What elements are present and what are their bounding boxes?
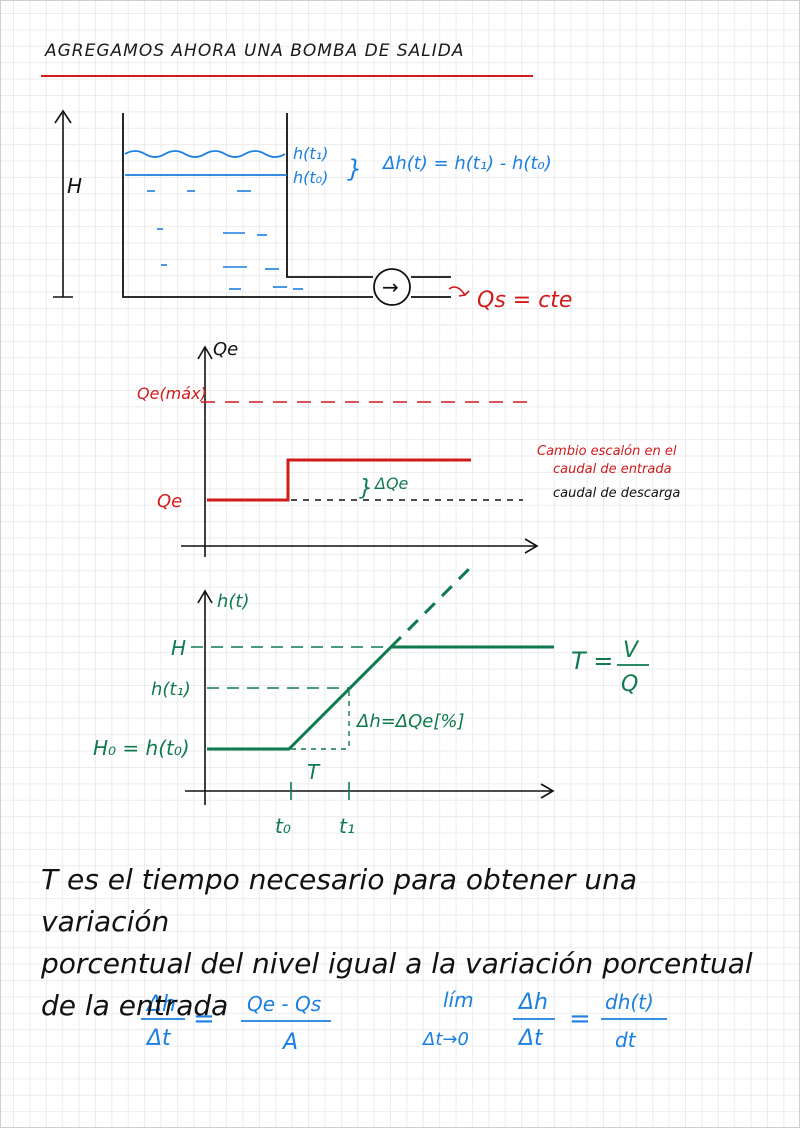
paragraph-line-1: T es el tiempo necesario para obtener un… — [41, 863, 637, 938]
f1-rhs-denominator: A — [281, 1030, 298, 1055]
note-line-1: Cambio escalón en el — [537, 444, 677, 459]
level-t1-label: h(t₁) — [293, 144, 328, 163]
qe-max-label: Qe(máx) — [137, 384, 207, 403]
T-equation-denominator: Q — [621, 672, 638, 697]
paragraph-line-2: porcentual del nivel igual a la variació… — [41, 947, 753, 980]
f1-rhs-numerator: Qe - Qs — [247, 992, 321, 1016]
note-line-3: caudal de descarga — [553, 486, 680, 501]
f1-denominator: Δt — [145, 1026, 172, 1051]
height-arrowhead — [54, 109, 72, 124]
explanation-paragraph: T es el tiempo necesario para obtener un… — [41, 859, 771, 1027]
ht1-label: h(t₁) — [151, 679, 191, 700]
pump-icon — [373, 268, 411, 306]
level-extrapolation — [389, 565, 473, 649]
tank-wall-left — [122, 113, 373, 298]
limit-subscript: Δt→0 — [421, 1029, 469, 1050]
h-x-arrowhead — [540, 783, 555, 799]
h-y-label: h(t) — [217, 591, 250, 612]
level-response-line — [207, 645, 554, 751]
delta-qe-brace: } — [359, 476, 373, 501]
title-underline — [41, 75, 533, 77]
h-y-arrowhead — [197, 589, 213, 604]
qe-step-line — [207, 458, 471, 502]
f1-numerator: Δh — [145, 992, 176, 1017]
delta-h-equation: Δh(t) = h(t₁) - h(t₀) — [381, 153, 552, 174]
outflow-arrow — [448, 286, 470, 297]
water-surface-t1 — [124, 150, 286, 158]
pump-arrow: → — [382, 275, 399, 299]
height-label: H — [67, 174, 82, 198]
H-label: H — [171, 636, 186, 660]
q-y-arrowhead — [197, 345, 213, 360]
water-dashes — [147, 190, 303, 290]
f2-rhs-numerator: dh(t) — [605, 990, 654, 1014]
note-line-2: caudal de entrada — [553, 462, 672, 477]
limit-label: lím — [443, 988, 474, 1012]
f2-numerator: Δh — [517, 990, 548, 1015]
f2-equals: = — [569, 1004, 591, 1034]
T-label: T — [307, 760, 321, 784]
level-brace: } — [347, 155, 362, 183]
q-y-label: Qe — [213, 339, 238, 360]
paragraph-line-3: de la entrada — [41, 989, 229, 1022]
T-equation-numerator: V — [623, 638, 640, 663]
level-graph: h(t) H h(t₁) H₀ = h(t₀) Δh=ΔQe[%] T t₀ t… — [93, 565, 649, 838]
outflow-label: Qs = cte — [477, 288, 572, 313]
q-x-arrowhead — [524, 538, 539, 554]
delta-h-label: Δh=ΔQe[%] — [355, 711, 465, 732]
inflow-graph: Qe Qe(máx) Qe } ΔQe Cambio escalón en el… — [137, 339, 680, 557]
delta-qe-label: ΔQe — [373, 474, 409, 493]
f2-denominator: Δt — [517, 1026, 544, 1051]
tank-wall-right — [286, 113, 373, 278]
t1-label: t₁ — [339, 814, 355, 838]
tank-diagram: H → h(t₁) h(t₀) } Δh(t) = h(t₁) - h(t₀) … — [53, 109, 572, 313]
formulas: Δh Δt = Qe - Qs A lím Δt→0 Δh Δt = dh(t)… — [141, 988, 667, 1055]
f2-rhs-denominator: dt — [615, 1028, 637, 1052]
page-title: Agregamos ahora una bomba de salida — [45, 41, 465, 61]
level-t0-label: h(t₀) — [293, 168, 328, 187]
f1-equals: = — [193, 1004, 215, 1034]
t0-label: t₀ — [275, 814, 291, 838]
T-equation-lhs: T = — [571, 647, 613, 675]
h0-label: H₀ = h(t₀) — [93, 736, 190, 760]
qe-label: Qe — [157, 491, 182, 512]
